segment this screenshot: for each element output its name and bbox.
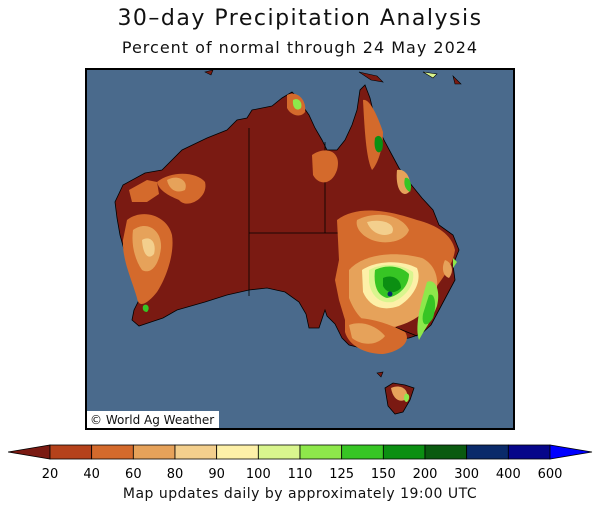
legend-high-arrow <box>549 444 593 460</box>
legend-tick-label: 100 <box>246 467 271 482</box>
legend-tick-label: 40 <box>83 467 100 482</box>
legend-tick-label: 125 <box>329 467 354 482</box>
legend-bin <box>466 444 509 460</box>
legend-tick-label: 600 <box>538 467 563 482</box>
legend-tick-label: 300 <box>454 467 479 482</box>
legend-bin <box>424 444 468 460</box>
legend-bin <box>299 444 343 460</box>
update-note: Map updates daily by approximately 19:00… <box>122 486 478 502</box>
legend-tick-label: 90 <box>208 467 225 482</box>
precipitation-map: © World Ag Weather <box>85 68 515 430</box>
legend-bin <box>49 444 93 460</box>
legend-bin <box>91 444 134 460</box>
legend-ticks: 20 40 60 80 90 100 110 125 150 200 300 400 600 <box>42 467 563 482</box>
legend-bin <box>216 444 259 460</box>
legend-bins <box>8 444 593 460</box>
credit-label: © World Ag Weather <box>87 411 220 428</box>
legend-bin <box>507 444 551 460</box>
map-subtitle: Percent of normal through 24 May 2024 <box>121 38 479 57</box>
legend-tick-label: 200 <box>413 467 438 482</box>
map-title: 30–day Precipitation Analysis <box>117 6 483 31</box>
legend-tick-label: 110 <box>288 467 313 482</box>
color-scale-legend: 20 40 60 80 90 100 110 125 150 200 300 400 600 <box>8 444 593 482</box>
legend-bin <box>174 444 218 460</box>
legend-low-arrow <box>8 444 51 460</box>
legend-tick-label: 150 <box>371 467 396 482</box>
legend-bin <box>382 444 426 460</box>
legend-tick-label: 20 <box>42 467 59 482</box>
legend-bin <box>132 444 176 460</box>
legend-bin <box>341 444 384 460</box>
australia-map-svg <box>114 70 462 415</box>
legend-tick-label: 400 <box>496 467 521 482</box>
legend-bin <box>257 444 301 460</box>
legend-tick-label: 60 <box>125 467 142 482</box>
legend-tick-label: 80 <box>167 467 184 482</box>
